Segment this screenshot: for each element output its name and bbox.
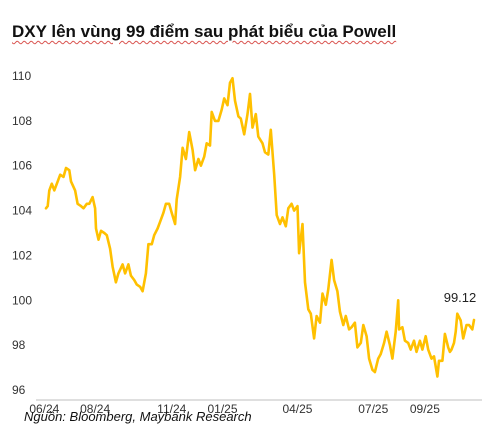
y-tick-label: 106 xyxy=(12,159,32,173)
y-axis-ticks: 96 98 100 102 104 106 108 110 xyxy=(12,69,32,397)
x-tick-label: 06/24 xyxy=(29,402,59,416)
series-line-dxy xyxy=(44,76,476,378)
x-tick-label: 01/25 xyxy=(208,402,238,416)
y-tick-label: 108 xyxy=(12,114,32,128)
y-tick-label: 98 xyxy=(12,338,26,352)
end-value-label: 99.12 xyxy=(444,290,477,305)
x-tick-label: 09/25 xyxy=(410,402,440,416)
y-tick-label: 100 xyxy=(12,293,32,307)
chart-title: DXY lên vùng 99 điểm sau phát biểu của P… xyxy=(12,22,397,41)
x-tick-label: 04/25 xyxy=(282,402,312,416)
x-tick-label: 07/25 xyxy=(358,402,388,416)
y-tick-label: 102 xyxy=(12,248,32,262)
y-tick-label: 104 xyxy=(12,204,32,218)
x-tick-label: 11/24 xyxy=(157,402,186,416)
y-tick-label: 96 xyxy=(12,383,26,397)
source-note: Nguồn: Bloomberg, Maybank Research xyxy=(24,409,252,424)
x-tick-label: 08/24 xyxy=(80,402,110,416)
y-tick-label: 110 xyxy=(12,69,31,83)
x-axis-ticks: 06/24 08/24 11/24 01/25 04/25 07/25 09/25 xyxy=(29,402,440,416)
